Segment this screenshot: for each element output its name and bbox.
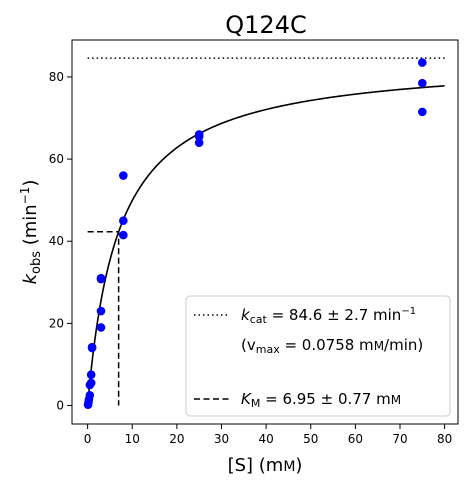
data-point (96, 323, 106, 332)
x-axis-ticks: 0 10 20 30 40 50 60 70 80 (84, 424, 452, 446)
data-point (418, 78, 427, 88)
x-tick-label: 30 (214, 432, 229, 446)
data-point (119, 230, 128, 240)
x-tick-label: 70 (392, 432, 407, 446)
data-point (96, 274, 106, 284)
chart-title: Q124C (225, 11, 306, 39)
data-point (418, 58, 427, 67)
plot-area (71, 39, 459, 425)
x-tick-label: 80 (437, 432, 452, 446)
y-tick-label: 40 (49, 234, 64, 248)
fit-curve (86, 85, 445, 406)
x-tick-label: 20 (169, 432, 184, 446)
legend-box (185, 295, 451, 417)
x-tick-label: 40 (258, 432, 273, 446)
data-points (83, 58, 427, 409)
x-tick-label: 10 (125, 432, 140, 446)
data-point (194, 130, 204, 139)
data-point (86, 378, 96, 388)
legend-kcat-label: kcat = 84.6 ± 2.7 min−1 (241, 306, 416, 326)
y-axis-ticks: 0 20 40 60 80 (49, 70, 72, 413)
legend-km-label: KM = 6.95 ± 0.77 mM (241, 390, 401, 410)
y-tick-label: 80 (49, 70, 64, 84)
x-tick-label: 60 (348, 432, 363, 446)
data-point (85, 390, 95, 400)
y-tick-label: 20 (49, 316, 64, 330)
legend: kcat = 84.6 ± 2.7 min−1 (vmax = 0.0758 m… (185, 295, 451, 417)
data-point (96, 306, 106, 316)
data-point (86, 370, 96, 380)
x-tick-label: 0 (84, 432, 92, 446)
data-point (119, 171, 128, 180)
data-point (194, 138, 204, 147)
data-point (87, 342, 97, 352)
y-axis-label: kobs (min−1) (18, 180, 44, 285)
x-tick-label: 50 (303, 432, 318, 446)
y-tick-label: 60 (49, 152, 64, 166)
data-point (418, 107, 427, 117)
data-point (119, 216, 128, 226)
x-axis-label: [S] (mM) (228, 455, 303, 476)
legend-vmax-label: (vmax = 0.0758 mM/min) (241, 336, 423, 356)
y-tick-label: 0 (56, 399, 64, 413)
